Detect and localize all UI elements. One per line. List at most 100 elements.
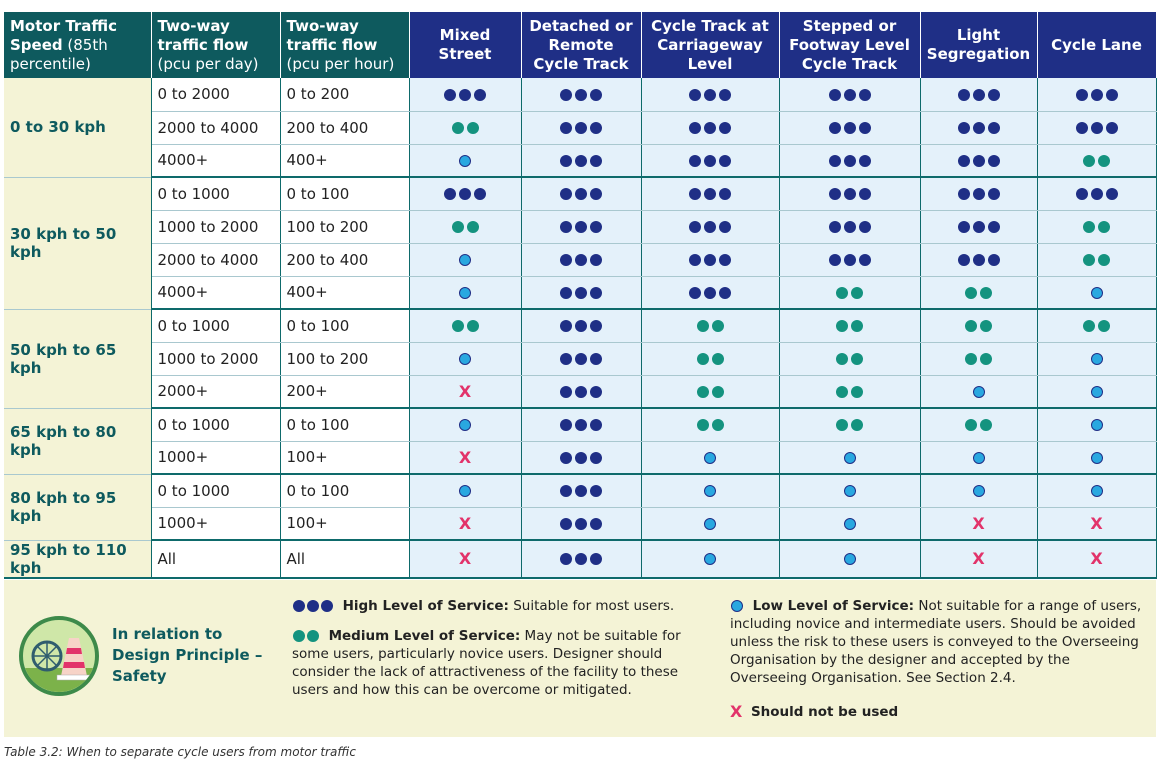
medium-service-dot (711, 419, 724, 432)
level-cell-stepped-track (779, 78, 921, 112)
high-service-dot (575, 419, 587, 432)
medium-service-dot (851, 353, 863, 365)
level-cell-mixed-street: X (409, 375, 522, 409)
level-cell-carriageway-track (641, 375, 780, 409)
level-cell-mixed-street: X (409, 507, 522, 541)
medium-service-dot (980, 320, 992, 333)
level-cell-carriageway-track (641, 342, 780, 376)
header-flow-day: Two-way traffic flow (pcu per day) (151, 12, 281, 78)
high-service-dot (590, 517, 602, 530)
high-service-dot (590, 154, 602, 167)
flow-per-hour: 100 to 200 (280, 342, 410, 376)
medium-service-dot (451, 122, 464, 134)
medium-service-dot (1098, 320, 1110, 333)
level-cell-light-segregation (920, 408, 1038, 442)
level-cell-carriageway-track (641, 309, 780, 343)
level-cell-cycle-lane (1037, 375, 1157, 409)
level-cell-carriageway-track (641, 540, 780, 579)
medium-service-dot (836, 419, 848, 432)
medium-service-dot (696, 419, 709, 432)
legend-medium: Medium Level of Service: May not be suit… (292, 628, 681, 698)
high-service-dot (843, 88, 856, 101)
level-cell-carriageway-track (641, 441, 780, 475)
level-cell-mixed-street (409, 177, 522, 211)
high-service-dot (459, 88, 471, 101)
medium-service-dot (965, 419, 977, 432)
high-service-dot (719, 254, 731, 266)
level-cell-light-segregation (920, 375, 1038, 409)
high-service-dot (719, 88, 731, 101)
header-light-segregation: Light Segregation (920, 12, 1038, 78)
high-service-dot (560, 385, 572, 398)
level-cell-light-segregation: X (920, 507, 1038, 541)
flow-per-hour: 400+ (280, 276, 410, 310)
high-service-dot (560, 320, 572, 333)
high-service-dot (575, 385, 587, 398)
level-cell-cycle-lane (1037, 474, 1157, 508)
medium-service-dot (696, 320, 709, 333)
high-service-dot (590, 188, 602, 201)
high-service-dot (474, 188, 486, 201)
medium-service-dot (965, 320, 977, 333)
table-row: 2000+ 200+ X (4, 375, 1157, 409)
high-service-dot (575, 154, 587, 167)
table-row: 1000 to 2000 100 to 200 (4, 342, 1157, 376)
high-service-dot (1105, 122, 1118, 134)
design-principle-label: In relation to Design Principle – Safety (112, 625, 263, 685)
level-cell-light-segregation (920, 210, 1038, 244)
high-service-dot (843, 122, 856, 134)
flow-per-day: 1000 to 2000 (151, 342, 281, 376)
high-service-dot (704, 221, 716, 233)
table-body: 0 to 30 kph 0 to 2000 0 to 200 2000 to 4000… (4, 78, 1157, 579)
high-service-dot (704, 154, 716, 167)
high-service-dot (1090, 188, 1103, 201)
high-service-dot (719, 122, 731, 134)
high-service-dot (689, 221, 701, 233)
high-service-dot (560, 517, 572, 530)
flow-per-hour: All (280, 540, 410, 579)
level-cell-stepped-track (779, 309, 921, 343)
medium-service-dot (466, 122, 479, 134)
level-cell-carriageway-track (641, 177, 780, 211)
header-carriageway-track: Cycle Track at Carriageway Level (641, 12, 780, 78)
high-service-dot (689, 286, 701, 299)
flow-per-hour: 400+ (280, 144, 410, 178)
high-service-dot (560, 122, 572, 134)
high-service-dot (560, 188, 572, 201)
flow-per-day: 2000 to 4000 (151, 111, 281, 145)
level-cell-detached-track (521, 111, 642, 145)
medium-service-dot (980, 286, 992, 299)
high-service-dot (704, 286, 716, 299)
flow-per-day: 0 to 2000 (151, 78, 281, 112)
low-service-dot (1090, 451, 1103, 464)
flow-per-hour: 0 to 100 (280, 309, 410, 343)
level-cell-detached-track (521, 144, 642, 178)
level-cell-mixed-street (409, 309, 522, 343)
flow-per-hour: 200+ (280, 375, 410, 409)
high-service-dot (560, 419, 572, 432)
high-service-dot (590, 451, 602, 464)
high-service-dot (972, 254, 985, 266)
medium-service-dot (965, 353, 977, 365)
medium-service-dot (1083, 154, 1095, 167)
not-recommended-mark: X (972, 549, 985, 569)
level-cell-light-segregation (920, 243, 1038, 277)
speed-band: 50 kph to 65 kph (4, 309, 152, 409)
high-service-dot (987, 154, 1000, 167)
level-cell-stepped-track (779, 243, 921, 277)
table-row: 2000 to 4000 200 to 400 (4, 111, 1157, 145)
high-service-dot (987, 254, 1000, 266)
flow-per-day: 1000+ (151, 441, 281, 475)
high-service-dot (560, 553, 572, 566)
medium-service-dot (1098, 154, 1110, 167)
low-service-dot (459, 485, 471, 498)
low-service-dot (1090, 485, 1103, 498)
high-service-dot (1105, 88, 1118, 101)
level-cell-mixed-street (409, 474, 522, 508)
table-row: 1000 to 2000 100 to 200 (4, 210, 1157, 244)
speed-band: 95 kph to 110 kph (4, 540, 152, 579)
flow-per-day: 4000+ (151, 144, 281, 178)
high-service-dot (590, 286, 602, 299)
low-service-dot (704, 451, 716, 464)
